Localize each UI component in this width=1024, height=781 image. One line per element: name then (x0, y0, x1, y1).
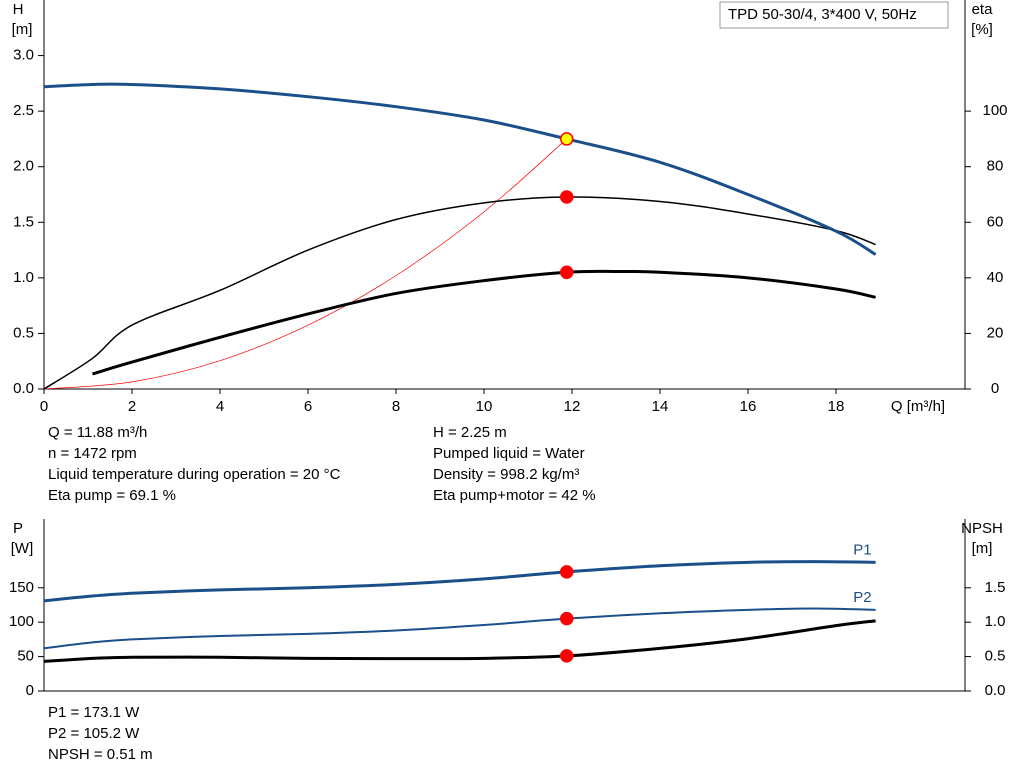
x-tick-label: 0 (40, 398, 48, 415)
y-tick-label: 3.0 (13, 47, 34, 64)
y-axis-unit: [W] (11, 540, 34, 557)
y-axis-label: H (13, 1, 24, 18)
curve (43, 607, 876, 650)
x-tick-label: 4 (216, 398, 224, 415)
info-text: NPSH = 0.51 m (48, 746, 153, 763)
operating-point (559, 611, 574, 626)
operating-point (559, 565, 574, 579)
y2-tick-label: 0.5 (985, 648, 1006, 665)
x-tick-label: 10 (476, 398, 493, 415)
y-tick-label: 2.5 (13, 102, 34, 119)
y2-tick-label: 20 (987, 324, 1004, 341)
y-tick-label: 50 (17, 648, 34, 665)
x-tick-label: 2 (128, 398, 136, 415)
title-box (719, 1, 949, 29)
y2-tick-label: 0.0 (985, 682, 1006, 699)
y2-axis-unit: [%] (971, 21, 993, 38)
y-tick-label: 0.0 (13, 380, 34, 397)
operating-point (559, 649, 574, 663)
y2-tick-label: 1.0 (985, 613, 1006, 630)
info-text: P2 = 105.2 W (48, 725, 140, 742)
y-tick-label: 0 (26, 682, 34, 699)
info-text: Eta pump+motor = 42 % (433, 487, 596, 504)
y2-tick-label: 60 (987, 213, 1004, 230)
y2-tick-label: 100 (982, 102, 1007, 119)
y2-axis-label: eta (972, 1, 994, 18)
y2-tick-label: 40 (987, 269, 1004, 286)
y2-tick-label: 80 (987, 158, 1004, 175)
operating-point (559, 190, 574, 204)
y-tick-label: 100 (9, 613, 34, 630)
curve (43, 138, 567, 390)
chart-title: TPD 50-30/4, 3*400 V, 50Hz (728, 6, 917, 23)
x-axis-label: Q [m³/h] (891, 398, 945, 415)
curve (43, 619, 876, 663)
info-text: P1 = 173.1 W (48, 704, 140, 721)
info-text: Eta pump = 69.1 % (48, 487, 176, 504)
curve (43, 560, 876, 603)
y2-axis-label: NPSH (961, 520, 1003, 537)
y-tick-label: 1.5 (13, 213, 34, 230)
y-tick-label: 2.0 (13, 158, 34, 175)
info-text: Pumped liquid = Water (433, 445, 585, 462)
curve (43, 196, 876, 390)
y2-tick-label: 1.5 (985, 579, 1006, 596)
y-tick-label: 0.5 (13, 324, 34, 341)
operating-point (559, 132, 574, 146)
y-tick-label: 1.0 (13, 269, 34, 286)
info-text: Liquid temperature during operation = 20… (48, 466, 341, 483)
y2-tick-label: 0 (991, 380, 999, 397)
x-tick-label: 6 (304, 398, 312, 415)
info-text: Density = 998.2 kg/m³ (433, 466, 579, 483)
curve-label: P1 (853, 541, 871, 558)
operating-point (559, 265, 574, 280)
curve (91, 269, 876, 376)
x-tick-label: 8 (392, 398, 400, 415)
curve-label: P2 (853, 589, 871, 606)
x-tick-label: 16 (740, 398, 757, 415)
y-tick-label: 150 (9, 579, 34, 596)
x-tick-label: 14 (652, 398, 669, 415)
y-axis-label: P (13, 520, 23, 537)
info-text: Q = 11.88 m³/h (48, 424, 147, 441)
y-axis-unit: [m] (12, 21, 33, 38)
x-tick-label: 18 (828, 398, 845, 415)
info-text: n = 1472 rpm (48, 445, 137, 462)
info-text: H = 2.25 m (433, 424, 507, 441)
x-tick-label: 12 (564, 398, 581, 415)
y2-axis-unit: [m] (972, 540, 993, 557)
curve (43, 82, 877, 256)
